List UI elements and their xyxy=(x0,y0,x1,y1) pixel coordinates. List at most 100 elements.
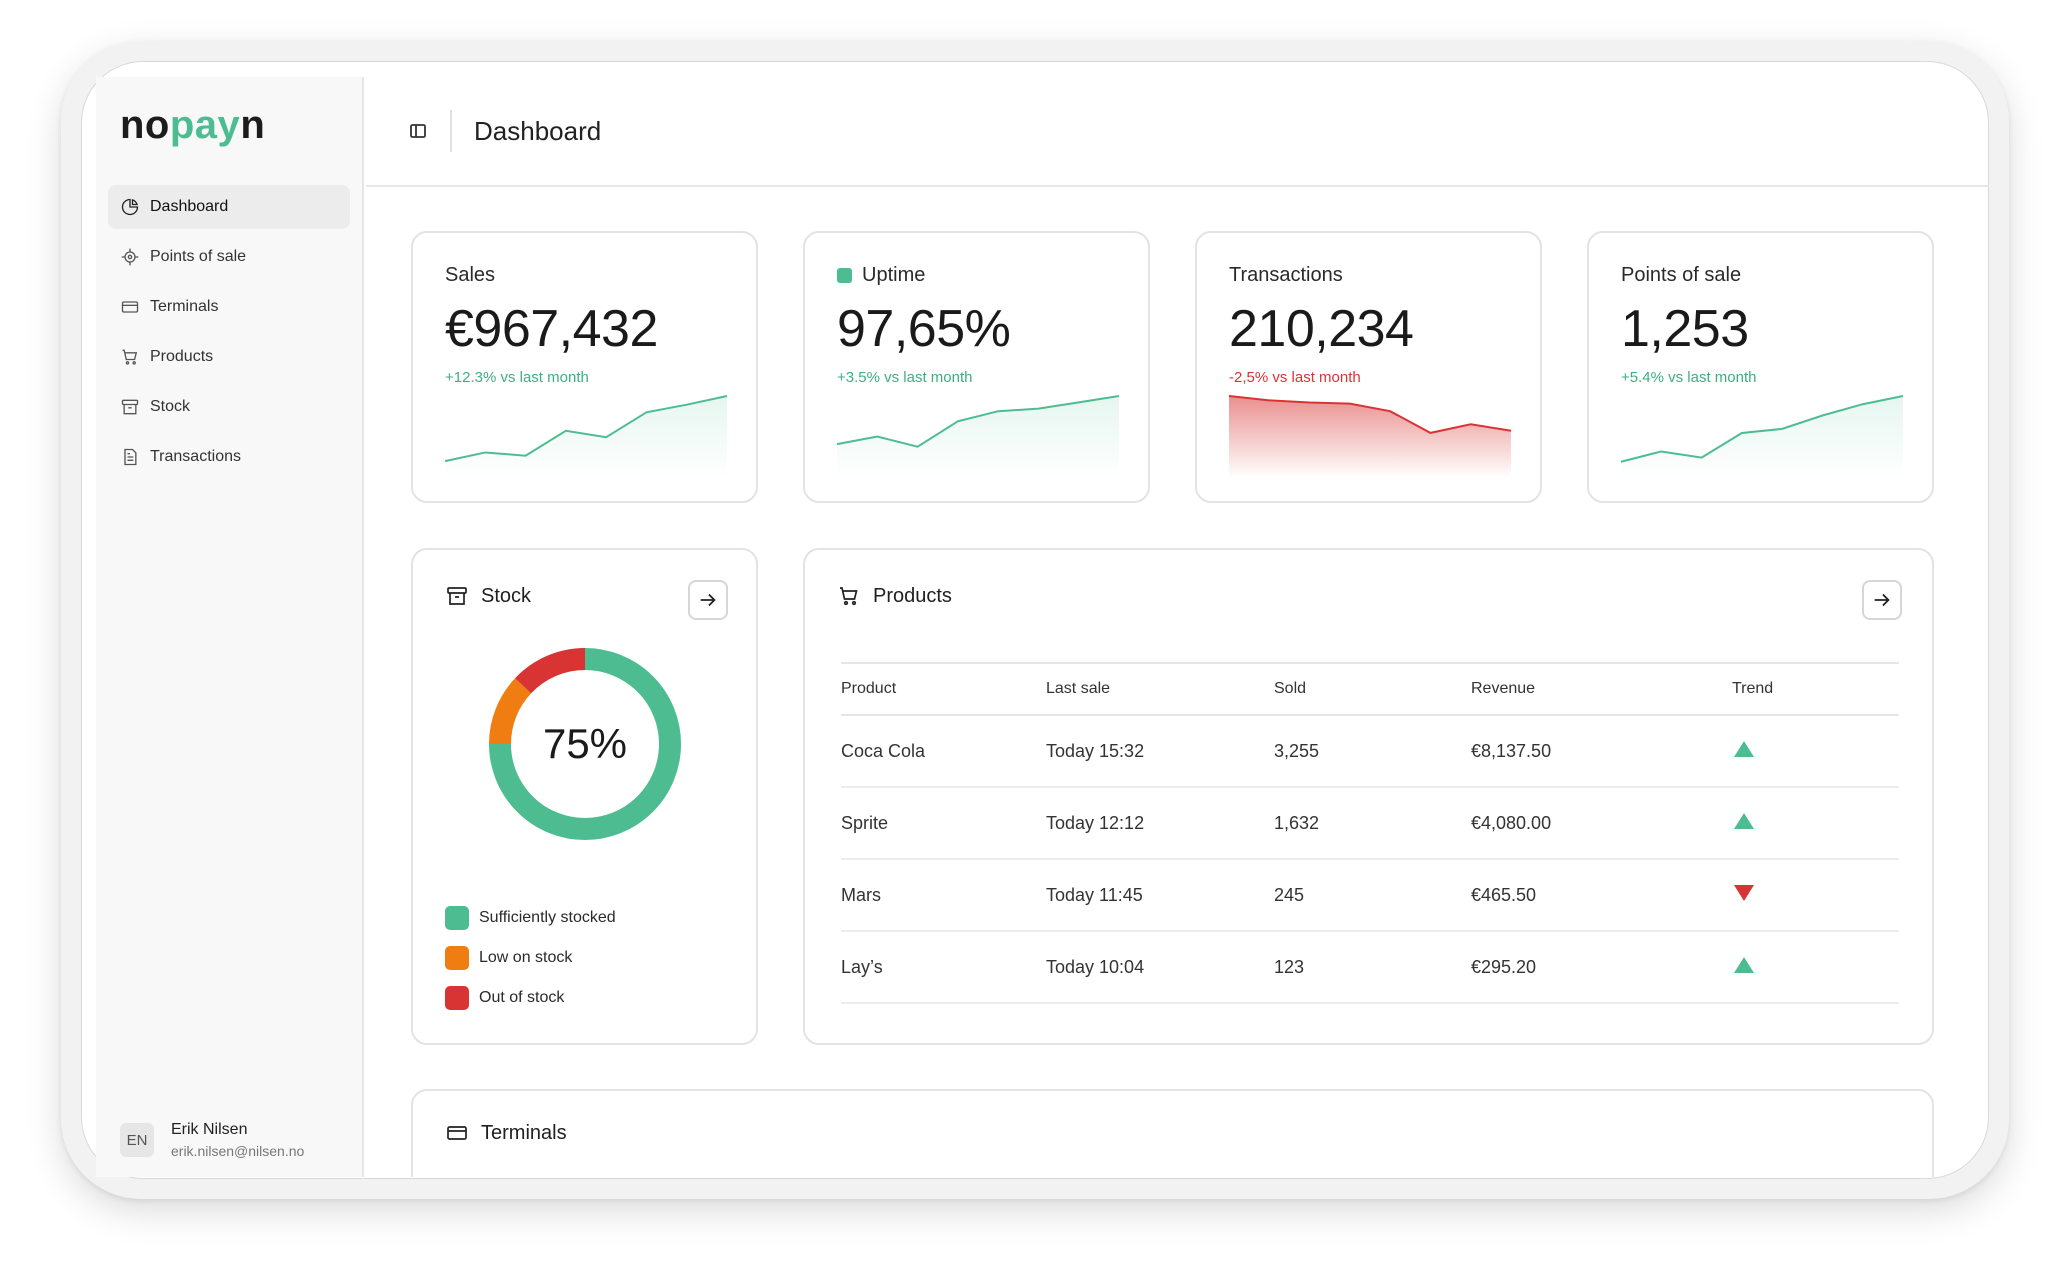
table-row[interactable]: Mars Today 11:45 245 €465.50 xyxy=(841,859,1899,932)
legend-label: Sufficiently stocked xyxy=(479,909,616,926)
table-row[interactable]: Coca Cola Today 15:32 3,255 €8,137.50 xyxy=(841,715,1899,788)
app-screen: nopayn Dashboard Points of sale Terminal… xyxy=(96,77,1989,1177)
cell-trend xyxy=(1732,859,1899,932)
sidebar-item-points-of-sale[interactable]: Points of sale xyxy=(108,235,350,279)
products-card: Products Product Last sale Sold Revenue … xyxy=(803,548,1934,1045)
kpi-change: -2,5% vs last month xyxy=(1229,369,1361,386)
sidebar-item-label: Dashboard xyxy=(150,198,229,215)
sparkline-line xyxy=(1228,395,1512,434)
cell-sold: 3,255 xyxy=(1274,715,1471,788)
sidebar-toggle-button[interactable] xyxy=(408,121,428,141)
sidebar-item-dashboard[interactable]: Dashboard xyxy=(108,185,350,229)
top-header: Dashboard xyxy=(366,77,1989,187)
stock-donut-chart: 75% xyxy=(487,646,683,842)
kpi-label-text: Uptime xyxy=(862,264,926,286)
sparkline-line xyxy=(444,395,728,463)
donut-segment-low-on-stock xyxy=(489,678,532,745)
status-dot-icon xyxy=(837,268,852,283)
cell-revenue: €8,137.50 xyxy=(1471,715,1732,788)
cell-product: Lay’s xyxy=(841,931,1046,1004)
sidebar-item-label: Products xyxy=(150,348,214,365)
kpi-value: 1,253 xyxy=(1621,300,1749,358)
sidebar-item-label: Points of sale xyxy=(150,248,247,265)
sparkline-area xyxy=(1621,396,1903,478)
user-name: Erik Nilsen xyxy=(171,1121,248,1138)
kpi-label: Transactions xyxy=(1229,264,1343,286)
kpi-card-uptime[interactable]: Uptime 97,65% +3.5% vs last month xyxy=(803,231,1150,503)
credit-card-icon xyxy=(121,301,139,313)
sidebar-item-stock[interactable]: Stock xyxy=(108,385,350,429)
sidebar-item-products[interactable]: Products xyxy=(108,335,350,379)
table-row[interactable]: Sprite Today 12:12 1,632 €4,080.00 xyxy=(841,787,1899,860)
trend-up-icon xyxy=(1734,812,1754,829)
kpi-value: 97,65% xyxy=(837,300,1011,358)
cell-last-sale: Today 11:45 xyxy=(1046,859,1274,932)
sparkline-area xyxy=(1229,396,1511,478)
crosshair-icon xyxy=(121,248,139,266)
transactions-sparkline xyxy=(1228,395,1512,478)
terminals-card-header: Terminals xyxy=(445,1121,567,1145)
donut-segment-out-of-stock xyxy=(515,648,586,694)
column-header-last-sale[interactable]: Last sale xyxy=(1046,662,1274,716)
cell-sold: 245 xyxy=(1274,859,1471,932)
stock-card: Stock 75% Sufficiently stocked Low on st… xyxy=(411,548,758,1045)
sidebar-item-transactions[interactable]: Transactions xyxy=(108,435,350,479)
kpi-label: Sales xyxy=(445,264,496,286)
sparkline-area xyxy=(837,396,1119,478)
stock-open-button[interactable] xyxy=(688,580,728,620)
sidebar-nav: Dashboard Points of sale Terminals Produ… xyxy=(108,185,350,485)
credit-card-icon xyxy=(447,1126,467,1140)
kpi-label: Uptime xyxy=(837,264,925,287)
cell-trend xyxy=(1732,787,1899,860)
sidebar-item-label: Stock xyxy=(150,398,191,415)
archive-box-icon xyxy=(121,399,139,415)
cell-revenue: €465.50 xyxy=(1471,859,1732,932)
logo-text-accent: pay xyxy=(169,103,241,147)
products-card-header: Products xyxy=(837,584,952,608)
sidebar-item-terminals[interactable]: Terminals xyxy=(108,285,350,329)
avatar: EN xyxy=(120,1123,154,1157)
cell-last-sale: Today 12:12 xyxy=(1046,787,1274,860)
column-header-revenue[interactable]: Revenue xyxy=(1471,662,1732,716)
donut-percent-label: 75% xyxy=(542,720,628,767)
cart-icon xyxy=(840,587,858,606)
legend-item: Sufficiently stocked xyxy=(445,906,616,930)
kpi-value: €967,432 xyxy=(445,300,658,358)
points-of-sale-sparkline xyxy=(1620,395,1904,478)
kpi-card-points-of-sale[interactable]: Points of sale 1,253 +5.4% vs last month xyxy=(1587,231,1934,503)
uptime-sparkline xyxy=(836,395,1120,478)
archive-box-icon xyxy=(447,587,467,605)
kpi-change: +12.3% vs last month xyxy=(445,369,589,386)
table-row[interactable]: Lay’s Today 10:04 123 €295.20 xyxy=(841,931,1899,1004)
column-header-product[interactable]: Product xyxy=(841,662,1046,716)
brand-logo[interactable]: nopayn xyxy=(120,103,265,148)
legend-swatch xyxy=(445,986,469,1010)
trend-up-icon xyxy=(1734,956,1754,973)
products-open-button[interactable] xyxy=(1862,580,1902,620)
legend-swatch xyxy=(445,906,469,930)
legend-item: Low on stock xyxy=(445,946,616,970)
sales-sparkline xyxy=(444,395,728,478)
legend-label: Low on stock xyxy=(479,949,573,966)
pie-chart-icon xyxy=(121,198,139,216)
stock-card-header: Stock xyxy=(445,584,531,608)
trend-up-icon xyxy=(1734,740,1754,757)
terminals-card: Terminals xyxy=(411,1089,1934,1177)
sparkline-line xyxy=(1620,395,1904,463)
header-divider xyxy=(450,110,452,152)
kpi-card-transactions[interactable]: Transactions 210,234 -2,5% vs last month xyxy=(1195,231,1542,503)
cell-trend xyxy=(1732,715,1899,788)
user-profile[interactable]: EN Erik Nilsen erik.nilsen@nilsen.no xyxy=(120,1121,304,1159)
table-header-row: Product Last sale Sold Revenue Trend xyxy=(841,662,1899,716)
kpi-card-sales[interactable]: Sales €967,432 +12.3% vs last month xyxy=(411,231,758,503)
sparkline-line xyxy=(836,395,1120,448)
card-title: Stock xyxy=(481,584,532,607)
column-header-trend[interactable]: Trend xyxy=(1732,662,1899,716)
sidebar-item-label: Transactions xyxy=(150,448,241,465)
arrow-right-icon xyxy=(700,593,716,607)
legend-label: Out of stock xyxy=(479,989,565,1006)
sidebar-toggle-icon xyxy=(410,124,426,138)
cell-revenue: €4,080.00 xyxy=(1471,787,1732,860)
column-header-sold[interactable]: Sold xyxy=(1274,662,1471,716)
kpi-change: +5.4% vs last month xyxy=(1621,369,1757,386)
